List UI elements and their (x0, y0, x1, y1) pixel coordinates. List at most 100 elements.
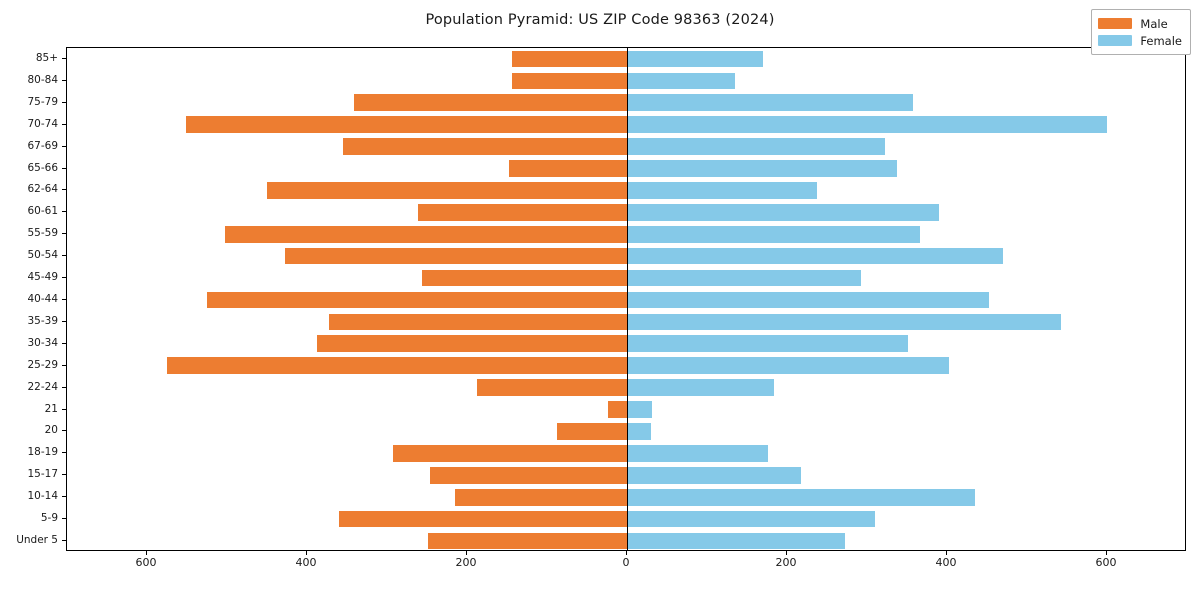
y-axis-tick (62, 189, 66, 191)
pyramid-row (67, 138, 1185, 155)
y-axis-label-35-39: 35-39 (27, 314, 58, 327)
y-axis-tick (62, 233, 66, 235)
legend-swatch-male (1098, 18, 1133, 29)
bar-female-55-59 (627, 225, 920, 243)
bar-female-25-29 (627, 357, 950, 375)
y-axis-tick (62, 255, 66, 257)
bar-female-21 (627, 401, 652, 418)
bar-male-40-44 (207, 291, 627, 309)
bar-male-10-14 (455, 488, 627, 506)
x-axis-tick (306, 551, 307, 555)
bar-male-60-61 (418, 204, 627, 221)
y-axis-label-45-49: 45-49 (27, 271, 58, 284)
pyramid-row (67, 335, 1185, 353)
y-axis-label-85-: 85+ (35, 51, 58, 64)
y-axis-tick (62, 211, 66, 213)
legend-entry-male[interactable]: Male (1098, 15, 1182, 32)
y-axis-tick (62, 277, 66, 279)
y-axis-tick (62, 167, 66, 169)
x-axis-label: 600 (1095, 556, 1117, 569)
chart-legend: Male Female (1091, 9, 1191, 55)
pyramid-row (67, 225, 1185, 243)
bar-female-75-79 (627, 94, 913, 112)
y-axis-label-30-34: 30-34 (27, 336, 58, 349)
x-axis-tick (946, 551, 947, 555)
y-axis-tick (62, 408, 66, 410)
y-axis-label-20: 20 (44, 424, 58, 437)
bar-male-25-29 (167, 357, 627, 375)
y-axis-tick (62, 364, 66, 366)
y-axis-tick (62, 101, 66, 103)
bar-male-30-34 (316, 335, 627, 353)
y-axis-label-60-61: 60-61 (27, 205, 58, 218)
bar-male-45-49 (422, 269, 627, 287)
bar-male-35-39 (329, 313, 627, 331)
pyramid-row (67, 182, 1185, 199)
chart-title: Population Pyramid: US ZIP Code 98363 (2… (425, 12, 775, 28)
y-axis-label-18-19: 18-19 (27, 446, 58, 459)
pyramid-row (67, 379, 1185, 396)
x-axis-label: 200 (775, 556, 797, 569)
bar-female-40-44 (627, 291, 989, 309)
y-axis-label-50-54: 50-54 (27, 249, 58, 262)
bar-male-50-54 (285, 247, 627, 265)
pyramid-row (67, 94, 1185, 112)
bar-female-65-66 (627, 160, 898, 177)
x-axis-tick (1106, 551, 1107, 555)
x-axis-label: 400 (295, 556, 317, 569)
y-axis-label-under-5: Under 5 (16, 534, 58, 547)
bar-female-62-64 (627, 182, 818, 199)
legend-entry-female[interactable]: Female (1098, 32, 1182, 49)
bar-female-18-19 (627, 445, 768, 462)
pyramid-row (67, 510, 1185, 528)
bar-female-15-17 (627, 466, 802, 484)
bar-female-under-5 (627, 532, 845, 550)
pyramid-row (67, 357, 1185, 375)
bar-male-22-24 (476, 379, 627, 396)
y-axis-label-15-17: 15-17 (27, 468, 58, 481)
bar-male-55-59 (225, 225, 627, 243)
x-axis-label: 400 (935, 556, 957, 569)
pyramid-row (67, 423, 1185, 440)
legend-label-female: Female (1140, 33, 1182, 48)
zero-axis-line (627, 48, 629, 550)
pyramid-row (67, 116, 1185, 133)
y-axis-label-65-66: 65-66 (27, 161, 58, 174)
bar-male-67-69 (343, 138, 627, 155)
bar-female-22-24 (627, 379, 775, 396)
y-axis-label-25-29: 25-29 (27, 358, 58, 371)
y-axis-label-62-64: 62-64 (27, 183, 58, 196)
bar-male-75-79 (354, 94, 627, 112)
y-axis-tick (62, 145, 66, 147)
bar-female-5-9 (627, 510, 875, 528)
legend-swatch-female (1098, 35, 1133, 46)
y-axis-tick (62, 299, 66, 300)
y-axis-tick (62, 342, 66, 344)
y-axis-label-22-24: 22-24 (27, 380, 58, 393)
y-axis-label-75-79: 75-79 (27, 95, 58, 108)
bar-female-80-84 (627, 72, 735, 90)
bars-container (67, 48, 1185, 550)
x-axis-tick (626, 551, 627, 555)
y-axis-tick (62, 57, 66, 59)
y-axis-label-5-9: 5-9 (40, 512, 58, 525)
pyramid-row (67, 488, 1185, 506)
bar-female-20 (627, 423, 651, 440)
y-axis-tick (62, 452, 66, 454)
bar-male-5-9 (339, 510, 627, 528)
x-axis-label: 200 (455, 556, 477, 569)
bar-female-60-61 (627, 204, 939, 221)
y-axis-tick (62, 474, 66, 476)
bar-male-21 (607, 401, 627, 418)
pyramid-row (67, 72, 1185, 90)
bar-male-80-84 (511, 72, 627, 90)
x-axis-tick (146, 551, 147, 555)
y-axis-label-10-14: 10-14 (27, 490, 58, 503)
bar-female-67-69 (627, 138, 885, 155)
bar-male-65-66 (509, 160, 627, 177)
x-axis-label: 600 (135, 556, 157, 569)
bar-female-70-74 (627, 116, 1107, 133)
bar-male-18-19 (392, 445, 627, 462)
y-axis-label-40-44: 40-44 (27, 293, 58, 305)
y-axis-label-21: 21 (44, 402, 58, 415)
